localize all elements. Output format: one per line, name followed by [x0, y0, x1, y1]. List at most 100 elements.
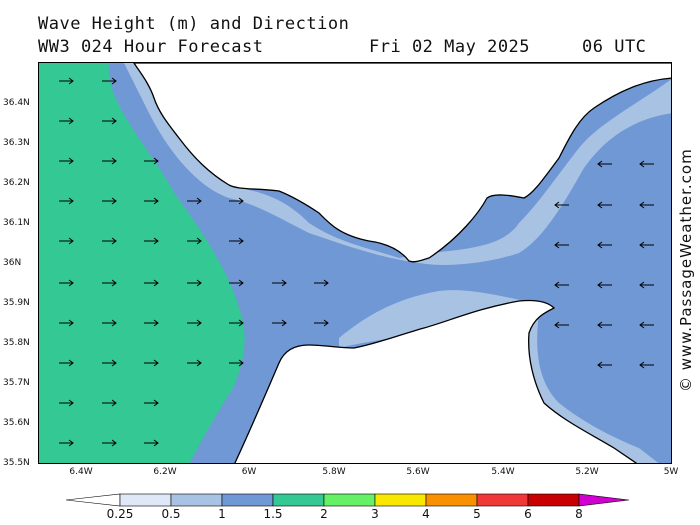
legend-label: 0.5 [161, 507, 181, 521]
arrow-east-icon [102, 399, 117, 407]
legend-cell [476, 493, 529, 507]
lat-label: 35.8N [3, 338, 30, 348]
arrow-west-icon [639, 281, 654, 289]
arrow-east-icon [144, 237, 159, 245]
arrow-east-icon [144, 157, 159, 165]
arrow-east-icon [144, 399, 159, 407]
lat-label: 36.1N [3, 218, 30, 228]
wave-direction-arrows [59, 77, 654, 447]
legend-cell [374, 493, 427, 507]
lon-label: 5W [663, 467, 679, 477]
lon-label: 6.2W [153, 467, 177, 477]
arrow-west-icon [639, 160, 654, 168]
lon-label: 5.8W [322, 467, 346, 477]
land-morocco [234, 299, 638, 463]
arrow-east-icon [102, 117, 117, 125]
arrow-east-icon [187, 197, 202, 205]
forecast-date: Fri 02 May 2025 [369, 37, 531, 57]
arrow-west-icon [597, 281, 612, 289]
arrow-east-icon [59, 279, 74, 287]
arrow-east-icon [187, 319, 202, 327]
arrow-east-icon [229, 279, 244, 287]
arrow-west-icon [597, 361, 612, 369]
arrow-east-icon [229, 237, 244, 245]
arrow-east-icon [229, 197, 244, 205]
legend-label: 3 [371, 507, 379, 521]
arrow-east-icon [229, 359, 244, 367]
lon-label: 5.2W [575, 467, 599, 477]
legend-label: 5 [473, 507, 481, 521]
arrow-east-icon [102, 237, 117, 245]
arrow-east-icon [59, 197, 74, 205]
forecast-time: 06 UTC [582, 37, 647, 57]
arrow-west-icon [554, 241, 569, 249]
arrow-west-icon [554, 201, 569, 209]
wave-map-canvas [39, 63, 671, 463]
legend-label: 6 [524, 507, 532, 521]
land-spain [133, 63, 671, 263]
arrow-east-icon [59, 237, 74, 245]
lat-label: 35.9N [3, 298, 30, 308]
arrow-east-icon [144, 359, 159, 367]
arrow-east-icon [187, 359, 202, 367]
legend-label: 2 [320, 507, 328, 521]
arrow-east-icon [102, 77, 117, 85]
arrow-east-icon [102, 197, 117, 205]
arrow-east-icon [144, 319, 159, 327]
arrow-east-icon [144, 439, 159, 447]
wave-map [38, 62, 672, 464]
arrow-east-icon [102, 319, 117, 327]
arrow-west-icon [554, 281, 569, 289]
arrow-east-icon [59, 399, 74, 407]
lat-label: 35.7N [3, 378, 30, 388]
arrow-east-icon [102, 359, 117, 367]
lon-label: 6.4W [69, 467, 93, 477]
lat-label: 36.4N [3, 98, 30, 108]
arrow-east-icon [59, 319, 74, 327]
legend-label: 1 [218, 507, 226, 521]
arrow-east-icon [102, 157, 117, 165]
legend-label: 4 [422, 507, 430, 521]
arrow-east-icon [59, 77, 74, 85]
arrow-west-icon [554, 321, 569, 329]
arrow-east-icon [144, 279, 159, 287]
wave-height-colorbar [66, 493, 630, 507]
arrow-west-icon [597, 201, 612, 209]
arrow-west-icon [639, 321, 654, 329]
wave-zone-0.5-1-north [124, 63, 671, 265]
lat-label: 35.6N [3, 418, 30, 428]
legend-label: 1.5 [263, 507, 283, 521]
legend-cell [527, 493, 580, 507]
arrow-east-icon [102, 439, 117, 447]
arrow-west-icon [597, 160, 612, 168]
lon-label: 6W [241, 467, 257, 477]
legend-cell [578, 493, 630, 507]
arrow-east-icon [102, 279, 117, 287]
lon-label: 5.6W [406, 467, 430, 477]
arrow-west-icon [597, 321, 612, 329]
arrow-east-icon [187, 237, 202, 245]
lat-label: 36.3N [3, 138, 30, 148]
arrow-east-icon [59, 439, 74, 447]
arrow-east-icon [314, 279, 329, 287]
arrow-east-icon [144, 197, 159, 205]
arrow-east-icon [59, 359, 74, 367]
lat-label: 36.2N [3, 178, 30, 188]
legend-cell [272, 493, 325, 507]
arrow-east-icon [314, 319, 329, 327]
legend-cell [170, 493, 223, 507]
arrow-west-icon [639, 361, 654, 369]
forecast-model: WW3 024 Hour Forecast [38, 37, 264, 57]
legend-label: 0.25 [106, 507, 134, 521]
arrow-west-icon [639, 201, 654, 209]
lon-label: 5.4W [491, 467, 515, 477]
arrow-east-icon [272, 279, 287, 287]
legend-cell [119, 493, 172, 507]
legend-cell [323, 493, 376, 507]
arrow-east-icon [187, 279, 202, 287]
arrow-east-icon [272, 319, 287, 327]
legend-label: 8 [575, 507, 583, 521]
wave-zone-0.5-1-south [339, 290, 659, 463]
legend-cell [425, 493, 478, 507]
arrow-west-icon [597, 241, 612, 249]
